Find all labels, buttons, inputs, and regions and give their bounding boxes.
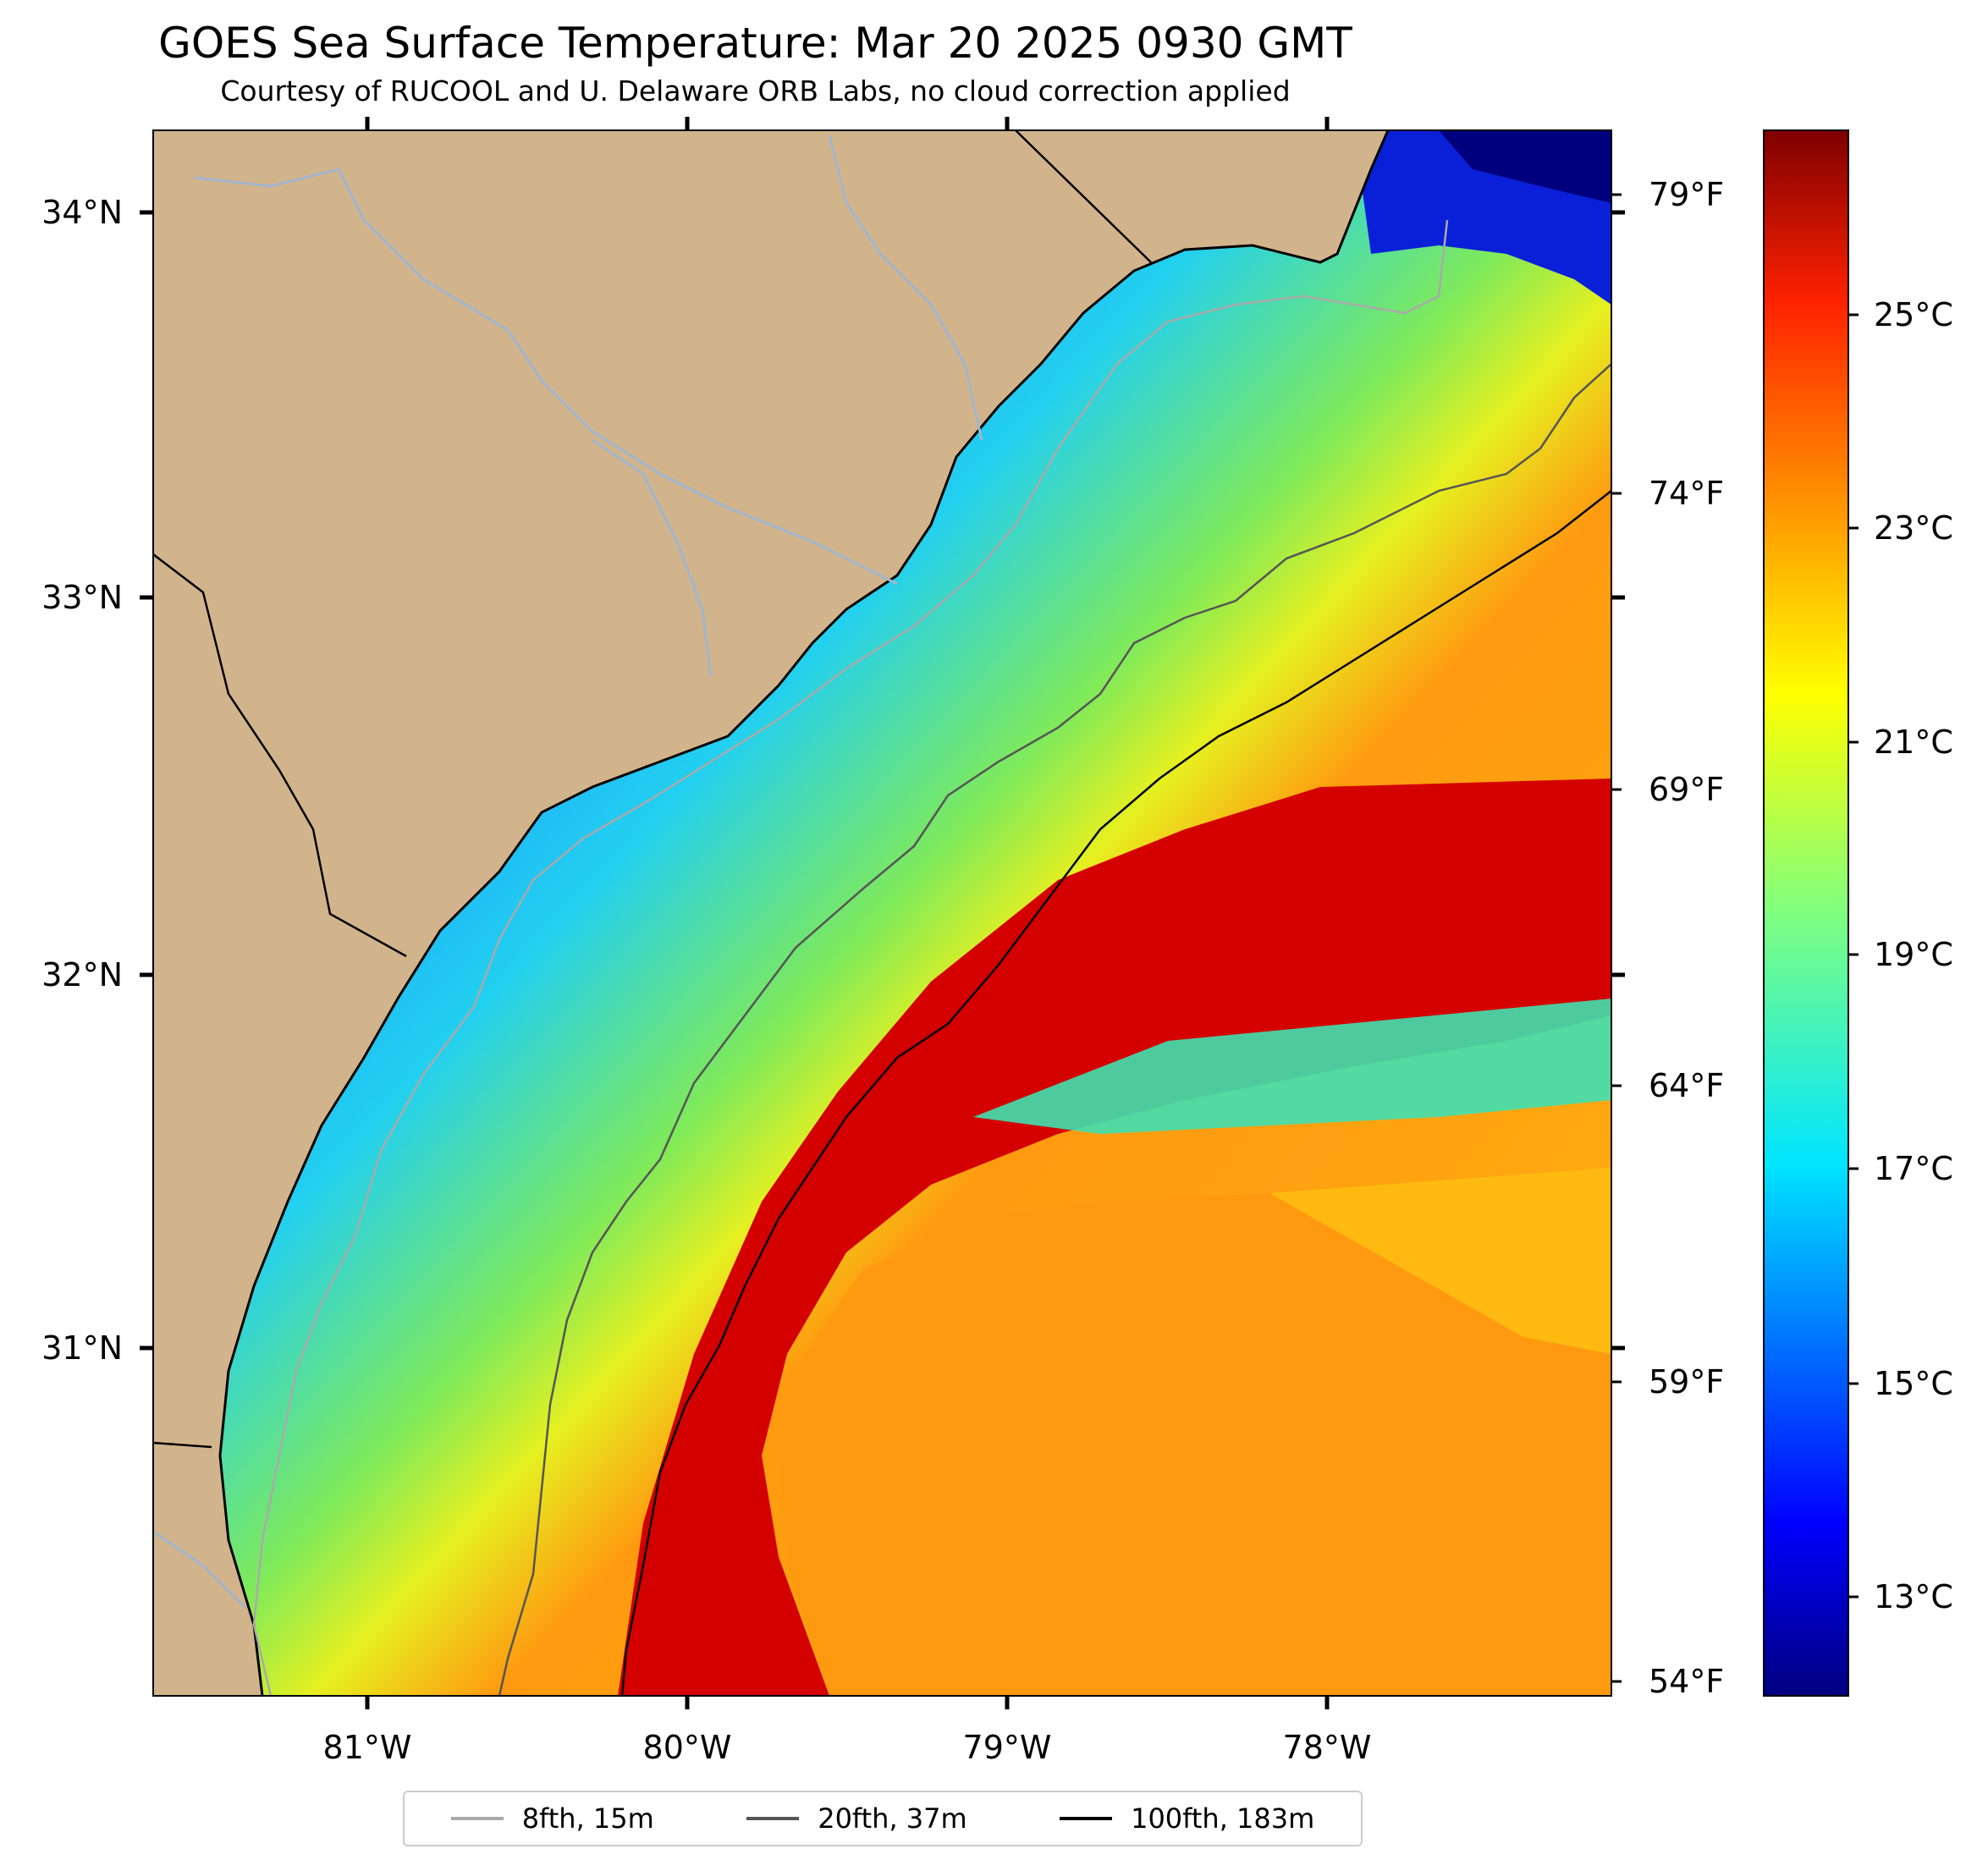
legend-label: 20fth, 37m (818, 1802, 967, 1835)
legend-item-8fth: 8fth, 15m (450, 1802, 654, 1835)
lat-tick-label: 34°N (41, 194, 123, 231)
colorbar-tick-label: 17°C (1874, 1150, 1953, 1187)
map-major-ticks (140, 117, 1625, 1709)
gulf-stream-warm-region (618, 779, 1611, 1696)
map-title: GOES Sea Surface Temperature: Mar 20 202… (158, 19, 1352, 68)
fahrenheit-tick-label: 64°F (1649, 1067, 1724, 1104)
legend-label: 100fth, 183m (1131, 1802, 1315, 1835)
land-mass (153, 130, 1388, 1696)
colorbar (1763, 129, 1849, 1697)
lon-tick-label: 81°W (323, 1729, 412, 1766)
isobath-8fth (252, 219, 1449, 1696)
fahrenheit-tick-label: 79°F (1649, 176, 1724, 213)
state-borders (153, 130, 1152, 1449)
lon-tick-label: 80°W (643, 1729, 732, 1766)
fahrenheit-tick-label: 59°F (1649, 1363, 1724, 1400)
legend-swatch (746, 1817, 800, 1820)
isobath-20fth (498, 363, 1611, 1696)
lon-tick-label: 79°W (963, 1729, 1052, 1766)
legend-item-100fth: 100fth, 183m (1060, 1802, 1314, 1835)
isobath-legend: 8fth, 15m 20fth, 37m 100fth, 183m (403, 1791, 1363, 1846)
legend-label: 8fth, 15m (521, 1802, 654, 1835)
legend-item-20fth: 20fth, 37m (746, 1802, 967, 1835)
legend-swatch (1060, 1817, 1113, 1820)
isobath-100fth (620, 490, 1611, 1696)
colorbar-tick-label: 13°C (1874, 1578, 1953, 1615)
coastline (218, 130, 1390, 1696)
lat-tick-label: 31°N (41, 1329, 123, 1367)
fahrenheit-tick-label: 74°F (1649, 475, 1724, 512)
colorbar-tick-label: 15°C (1874, 1365, 1953, 1402)
lat-tick-label: 33°N (41, 579, 123, 616)
fahrenheit-tick-label: 54°F (1649, 1663, 1724, 1700)
colorbar-tick-label: 25°C (1874, 296, 1953, 333)
map-subtitle: Courtesy of RUCOOL and U. Delaware ORB L… (220, 74, 1291, 107)
map-frame (152, 129, 1612, 1697)
fahrenheit-ticks (1611, 193, 1622, 1683)
colorbar-tick-label: 19°C (1874, 936, 1953, 973)
fahrenheit-tick-label: 69°F (1649, 771, 1724, 808)
colorbar-tick-label: 21°C (1874, 724, 1953, 761)
lon-tick-label: 78°W (1283, 1729, 1372, 1766)
colorbar-tick-label: 23°C (1874, 509, 1953, 547)
legend-swatch (450, 1817, 504, 1820)
lat-tick-label: 32°N (41, 956, 123, 993)
rivers (153, 135, 983, 1610)
colorbar-ticks (1848, 313, 1859, 1599)
map-panel (153, 130, 1611, 1696)
